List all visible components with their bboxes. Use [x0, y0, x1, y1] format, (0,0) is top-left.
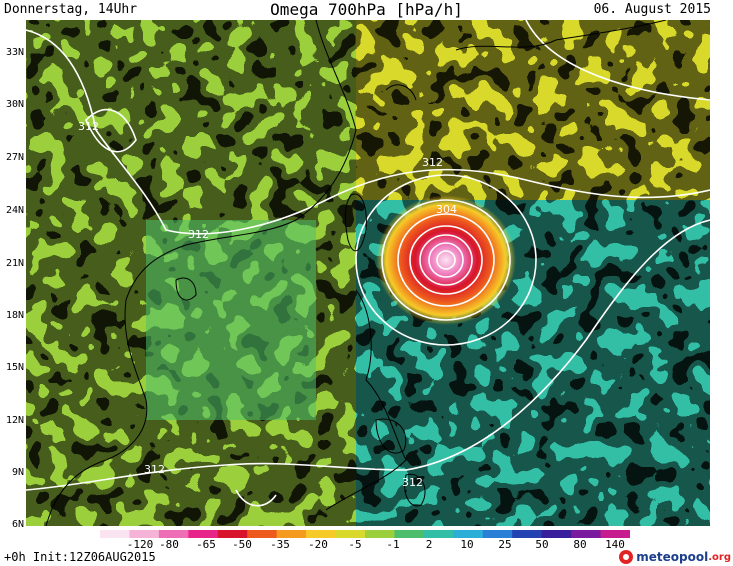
colorbar-swatch	[365, 530, 395, 538]
colorbar-label: -120	[126, 538, 154, 551]
lat-label: 27N	[5, 152, 24, 163]
colorbar-label: 50	[535, 538, 549, 551]
colorbar-label: 25	[498, 538, 512, 551]
field-scs	[146, 220, 316, 420]
contour-label: 304	[436, 203, 457, 216]
colorbar-swatch	[188, 530, 219, 538]
contour-label: 312	[422, 156, 443, 169]
init-time-label: +0h Init:12Z06AUG2015	[4, 550, 156, 564]
colorbar-swatch	[541, 530, 572, 538]
colorbar-swatch	[306, 530, 337, 538]
lat-label: 12N	[5, 415, 24, 426]
brand-name: meteopool	[636, 550, 709, 564]
lat-label: 18N	[5, 310, 24, 321]
colorbar-label: -80	[159, 538, 179, 551]
field-texture	[26, 20, 710, 526]
colorbar-label: -1	[386, 538, 400, 551]
coastlines	[45, 20, 667, 526]
chart-title: Omega 700hPa [hPa/h]	[270, 0, 463, 19]
colorbar-swatch	[247, 530, 278, 538]
contour-lines	[26, 20, 710, 507]
contour-label: 312	[144, 463, 165, 476]
lat-label: 24N	[5, 205, 24, 216]
colorbar-swatch	[453, 530, 484, 538]
colorbar-swatch	[217, 530, 248, 538]
colorbar-swatch	[512, 530, 543, 538]
colorbar-swatch	[100, 530, 130, 538]
valid-time-label: Donnerstag, 14Uhr	[4, 2, 138, 17]
colorbar-label: 80	[573, 538, 587, 551]
colorbar-swatch	[571, 530, 602, 538]
brand-suffix: .org	[708, 551, 731, 563]
colorbar-swatch	[394, 530, 425, 538]
brand-logo: meteopool .org	[619, 548, 731, 566]
omega-map: 312 312 312 304 312 312	[26, 20, 710, 526]
lat-label: 33N	[5, 47, 24, 58]
colorbar-label: -5	[348, 538, 362, 551]
colorbar-swatch	[158, 530, 189, 538]
colorbar-swatch	[423, 530, 454, 538]
lat-label: 30N	[5, 99, 24, 110]
colorbar-swatch	[129, 530, 160, 538]
colorbar-label: -35	[270, 538, 290, 551]
colorbar-label: 10	[460, 538, 474, 551]
colorbar-swatch	[335, 530, 366, 538]
colorbar-swatch	[276, 530, 307, 538]
colorbar-label: -20	[308, 538, 328, 551]
contour-label: 312	[78, 120, 99, 133]
lat-label: 15N	[5, 362, 24, 373]
colorbar-label: 2	[425, 538, 433, 551]
map-svg	[26, 20, 710, 526]
contour-label: 312	[402, 476, 423, 489]
lat-label: 21N	[5, 258, 24, 269]
colorbar-label: -50	[232, 538, 252, 551]
colorbar-label: -65	[196, 538, 216, 551]
colorbar-swatch	[482, 530, 513, 538]
lat-label: 9N	[11, 467, 24, 478]
meteopool-logo-icon	[619, 550, 634, 564]
colorbar-swatch	[600, 530, 630, 538]
colorbar	[100, 530, 630, 538]
contour-label: 312	[188, 228, 209, 241]
colorbar-label: 140	[605, 538, 625, 551]
date-label: 06. August 2015	[593, 2, 711, 17]
lat-label: 6N	[11, 519, 24, 530]
